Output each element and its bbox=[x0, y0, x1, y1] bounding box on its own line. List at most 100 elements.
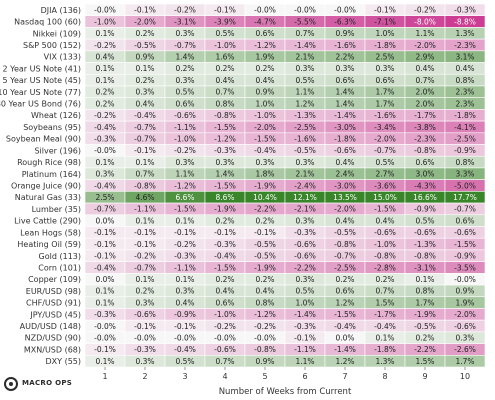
cell-value-label: -0.3% bbox=[94, 134, 116, 143]
cell-value-label: -2.0% bbox=[454, 310, 476, 319]
cell-value-label: -0.2% bbox=[174, 240, 196, 249]
cell-value-label: 1.2% bbox=[295, 99, 314, 108]
cell-value-label: -0.7% bbox=[134, 263, 156, 272]
cell-value-label: 0.3% bbox=[295, 158, 314, 167]
cell-value-label: -0.3% bbox=[454, 6, 476, 15]
row-label: Heating Oil (59) bbox=[17, 240, 81, 249]
cell-value-label: 0.8% bbox=[255, 298, 274, 307]
cell-value-label: -0.1% bbox=[174, 322, 196, 331]
cell-value-label: 0.1% bbox=[95, 158, 114, 167]
cell-value-label: 0.6% bbox=[375, 76, 394, 85]
cell-value-label: 0.4% bbox=[455, 64, 474, 73]
cell-value-label: 0.3% bbox=[295, 64, 314, 73]
x-tick-label: 9 bbox=[422, 372, 427, 381]
cell-value-label: -1.6% bbox=[374, 111, 396, 120]
cell-value-label: 1.2% bbox=[335, 357, 354, 366]
cell-value-label: -0.5% bbox=[254, 240, 276, 249]
row-label: Platinum (164) bbox=[22, 170, 81, 179]
cell-value-label: -0.2% bbox=[174, 146, 196, 155]
cell-value-label: 0.6% bbox=[255, 29, 274, 38]
cell-value-label: -1.0% bbox=[174, 134, 196, 143]
cell-value-label: -1.1% bbox=[174, 263, 196, 272]
cell-value-label: 0.1% bbox=[95, 76, 114, 85]
cell-value-label: -1.9% bbox=[214, 205, 236, 214]
cell-value-label: -0.1% bbox=[214, 6, 236, 15]
cell-value-label: 1.2% bbox=[335, 298, 354, 307]
cell-value-label: -0.4% bbox=[134, 111, 156, 120]
cell-value-label: 0.4% bbox=[335, 158, 354, 167]
cell-value-label: -0.0% bbox=[94, 146, 116, 155]
cell-value-label: -0.2% bbox=[214, 322, 236, 331]
row-label: Copper (109) bbox=[28, 275, 81, 284]
row-label: 30 Year US Bond (76) bbox=[0, 100, 81, 109]
row-label: Lumber (35) bbox=[32, 205, 81, 214]
row-label: Nikkei (109) bbox=[33, 29, 81, 38]
cell-value-label: 0.2% bbox=[175, 64, 194, 73]
cell-value-label: 0.3% bbox=[215, 158, 234, 167]
cell-value-label: 2.3% bbox=[455, 88, 474, 97]
cell-value-label: 0.1% bbox=[135, 275, 154, 284]
cell-value-label: -0.0% bbox=[94, 6, 116, 15]
cell-value-label: -0.4% bbox=[174, 345, 196, 354]
cell-value-label: 2.5% bbox=[375, 52, 394, 61]
cell-value-label: 3.0% bbox=[415, 170, 434, 179]
cell-value-label: -0.5% bbox=[414, 322, 436, 331]
cell-value-label: 2.0% bbox=[415, 88, 434, 97]
cell-value-label: 0.1% bbox=[175, 216, 194, 225]
cell-value-label: 0.6% bbox=[335, 76, 354, 85]
cell-value-label: -0.1% bbox=[174, 228, 196, 237]
x-tick-label: 1 bbox=[102, 372, 107, 381]
cell-value-label: -0.3% bbox=[294, 228, 316, 237]
cell-value-label: -1.3% bbox=[414, 240, 436, 249]
cell-value-label: -0.1% bbox=[94, 240, 116, 249]
cell-value-label: 0.4% bbox=[335, 216, 354, 225]
cell-value-label: -0.8% bbox=[214, 111, 236, 120]
cell-value-label: -1.5% bbox=[174, 205, 196, 214]
row-label: 10 Year US Note (77) bbox=[0, 88, 81, 97]
cell-value-label: -0.1% bbox=[134, 6, 156, 15]
cell-value-label: -1.0% bbox=[374, 240, 396, 249]
cell-value-label: 2.2% bbox=[335, 52, 354, 61]
cell-value-label: 0.2% bbox=[135, 29, 154, 38]
cell-value-label: 0.9% bbox=[455, 287, 474, 296]
row-labels: DJIA (136) Nasdaq 100 (60) Nikkei (109) S&P… bbox=[0, 6, 81, 366]
cell-value-label: -2.4% bbox=[294, 181, 316, 190]
cell-value-label: 0.7% bbox=[215, 357, 234, 366]
row-label: 2 Year US Note (41) bbox=[3, 64, 82, 73]
cell-value-label: -0.2% bbox=[134, 252, 156, 261]
cell-value-label: -0.1% bbox=[94, 345, 116, 354]
cell-value-label: 0.6% bbox=[215, 298, 234, 307]
row-label: Lean Hogs (58) bbox=[20, 228, 81, 237]
cell-value-label: 0.6% bbox=[455, 216, 474, 225]
cell-value-label: 1.4% bbox=[215, 170, 234, 179]
cell-value-label: -1.4% bbox=[334, 111, 356, 120]
cell-value-label: 0.0% bbox=[95, 275, 114, 284]
cell-value-label: -6.3% bbox=[334, 17, 356, 26]
cell-value-label: -0.9% bbox=[454, 146, 476, 155]
row-label: DJIA (136) bbox=[41, 6, 81, 15]
cell-value-label: 0.7% bbox=[375, 287, 394, 296]
cell-value-label: 0.3% bbox=[135, 298, 154, 307]
cell-value-label: 0.3% bbox=[335, 64, 354, 73]
row-label: VIX (133) bbox=[44, 53, 81, 62]
cell-value-label: -1.9% bbox=[414, 310, 436, 319]
cell-value-label: -0.7% bbox=[374, 146, 396, 155]
cell-value-label: -1.8% bbox=[454, 111, 476, 120]
cell-value-label: -1.2% bbox=[214, 134, 236, 143]
row-label: Orange Juice (90) bbox=[11, 182, 81, 191]
cell-value-label: -3.1% bbox=[174, 17, 196, 26]
cell-value-label: -0.1% bbox=[134, 146, 156, 155]
row-label: Soybean Meal (90) bbox=[6, 135, 81, 144]
row-label: EUR/USD (98) bbox=[26, 287, 81, 296]
cell-value-label: 0.7% bbox=[295, 29, 314, 38]
cell-value-label: 13.5% bbox=[333, 193, 357, 202]
x-axis-label: Number of Weeks from Current bbox=[219, 387, 352, 397]
cell-value-label: 1.8% bbox=[255, 170, 274, 179]
cell-value-label: -0.9% bbox=[414, 205, 436, 214]
cell-value-label: -0.4% bbox=[94, 123, 116, 132]
cell-value-label: -0.3% bbox=[294, 322, 316, 331]
cell-value-label: -0.0% bbox=[94, 322, 116, 331]
cell-value-label: -0.5% bbox=[334, 228, 356, 237]
cell-value-label: 0.7% bbox=[415, 76, 434, 85]
cell-value-label: -0.3% bbox=[134, 345, 156, 354]
